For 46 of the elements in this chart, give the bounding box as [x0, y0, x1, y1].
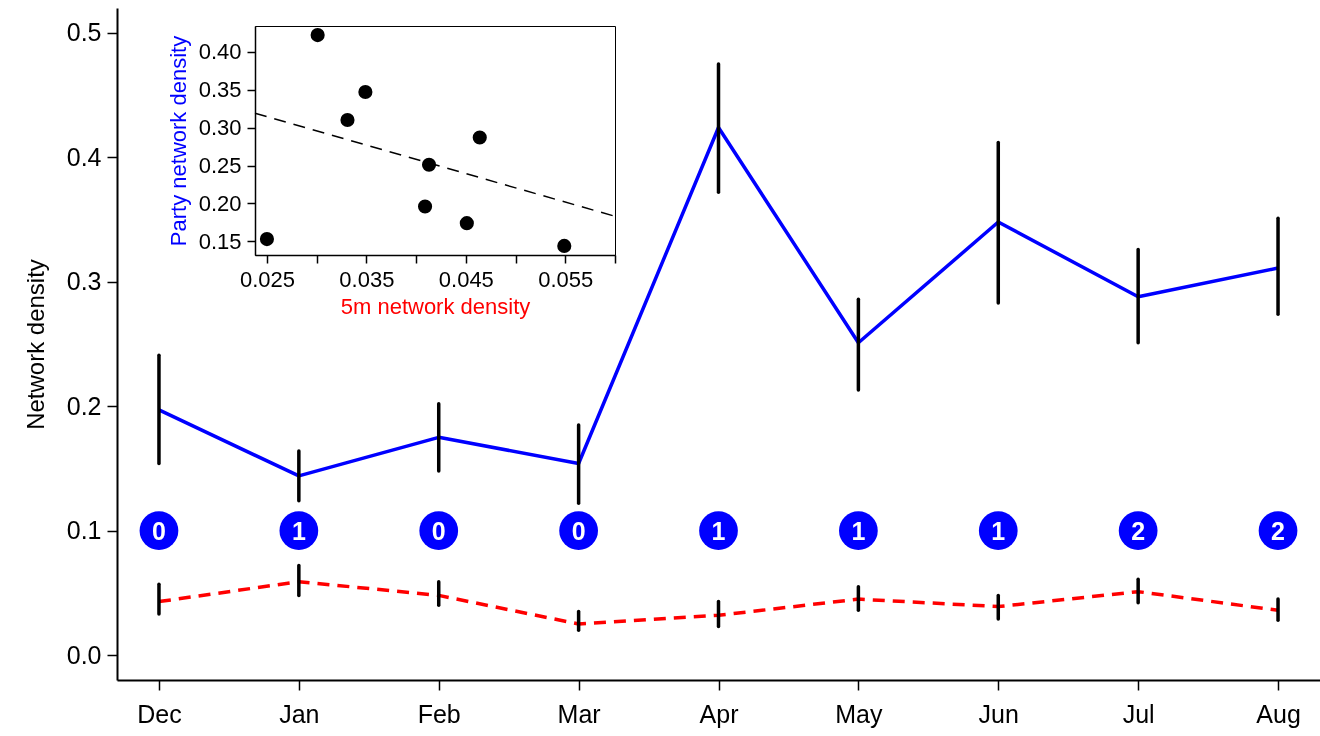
x-tick-label: 0.055 — [538, 266, 594, 292]
point — [459, 216, 474, 231]
y-tick-label: 0.15 — [198, 228, 242, 254]
annotation: 0 — [152, 516, 166, 545]
x-tick-label: Jul — [1122, 699, 1155, 728]
x-tick-label: 0.025 — [239, 266, 295, 292]
annotation: 1 — [291, 516, 306, 545]
y-tick-label: 0.1 — [66, 516, 102, 545]
x-tick-label: Feb — [417, 699, 461, 728]
y-tick-label: 0.25 — [198, 153, 242, 179]
annotation: 1 — [851, 516, 866, 545]
y-axis-title: Party network density — [165, 35, 191, 247]
x-axis-title: 5m network density — [340, 293, 531, 319]
y-tick-label: 0.40 — [198, 39, 242, 65]
y-tick-label: 0.20 — [198, 190, 242, 216]
y-tick-label: 0.0 — [66, 640, 102, 669]
annotation: 1 — [711, 516, 726, 545]
point — [358, 84, 373, 100]
x-tick-label: Jan — [279, 699, 320, 728]
x-tick-label: Jun — [978, 699, 1019, 728]
y-tick-label: 0.3 — [66, 267, 102, 296]
annotation: 2 — [1131, 516, 1146, 545]
annotation: 1 — [991, 516, 1006, 545]
x-tick-label: Aug — [1256, 699, 1301, 728]
x-tick-label: Mar — [557, 699, 601, 728]
x-tick-label: Apr — [699, 699, 739, 728]
point — [417, 199, 433, 214]
point — [557, 238, 572, 253]
x-tick-label: May — [835, 699, 883, 728]
y-axis-title: Network density — [21, 259, 49, 430]
y-tick-label: 0.30 — [198, 115, 242, 141]
annotation: 2 — [1271, 516, 1285, 545]
x-tick-label: 0.045 — [438, 266, 494, 292]
annotation: 0 — [431, 516, 446, 545]
x-tick-label: Dec — [137, 699, 182, 728]
point — [421, 157, 437, 172]
y-tick-label: 0.35 — [198, 77, 242, 103]
point — [310, 28, 325, 43]
y-tick-label: 0.2 — [66, 391, 102, 420]
x-tick-label: 0.035 — [339, 266, 395, 292]
annotation: 0 — [571, 516, 586, 545]
y-tick-label: 0.4 — [66, 142, 102, 171]
point — [472, 130, 487, 145]
y-tick-label: 0.5 — [66, 18, 102, 47]
point — [340, 112, 355, 128]
point — [259, 232, 274, 247]
